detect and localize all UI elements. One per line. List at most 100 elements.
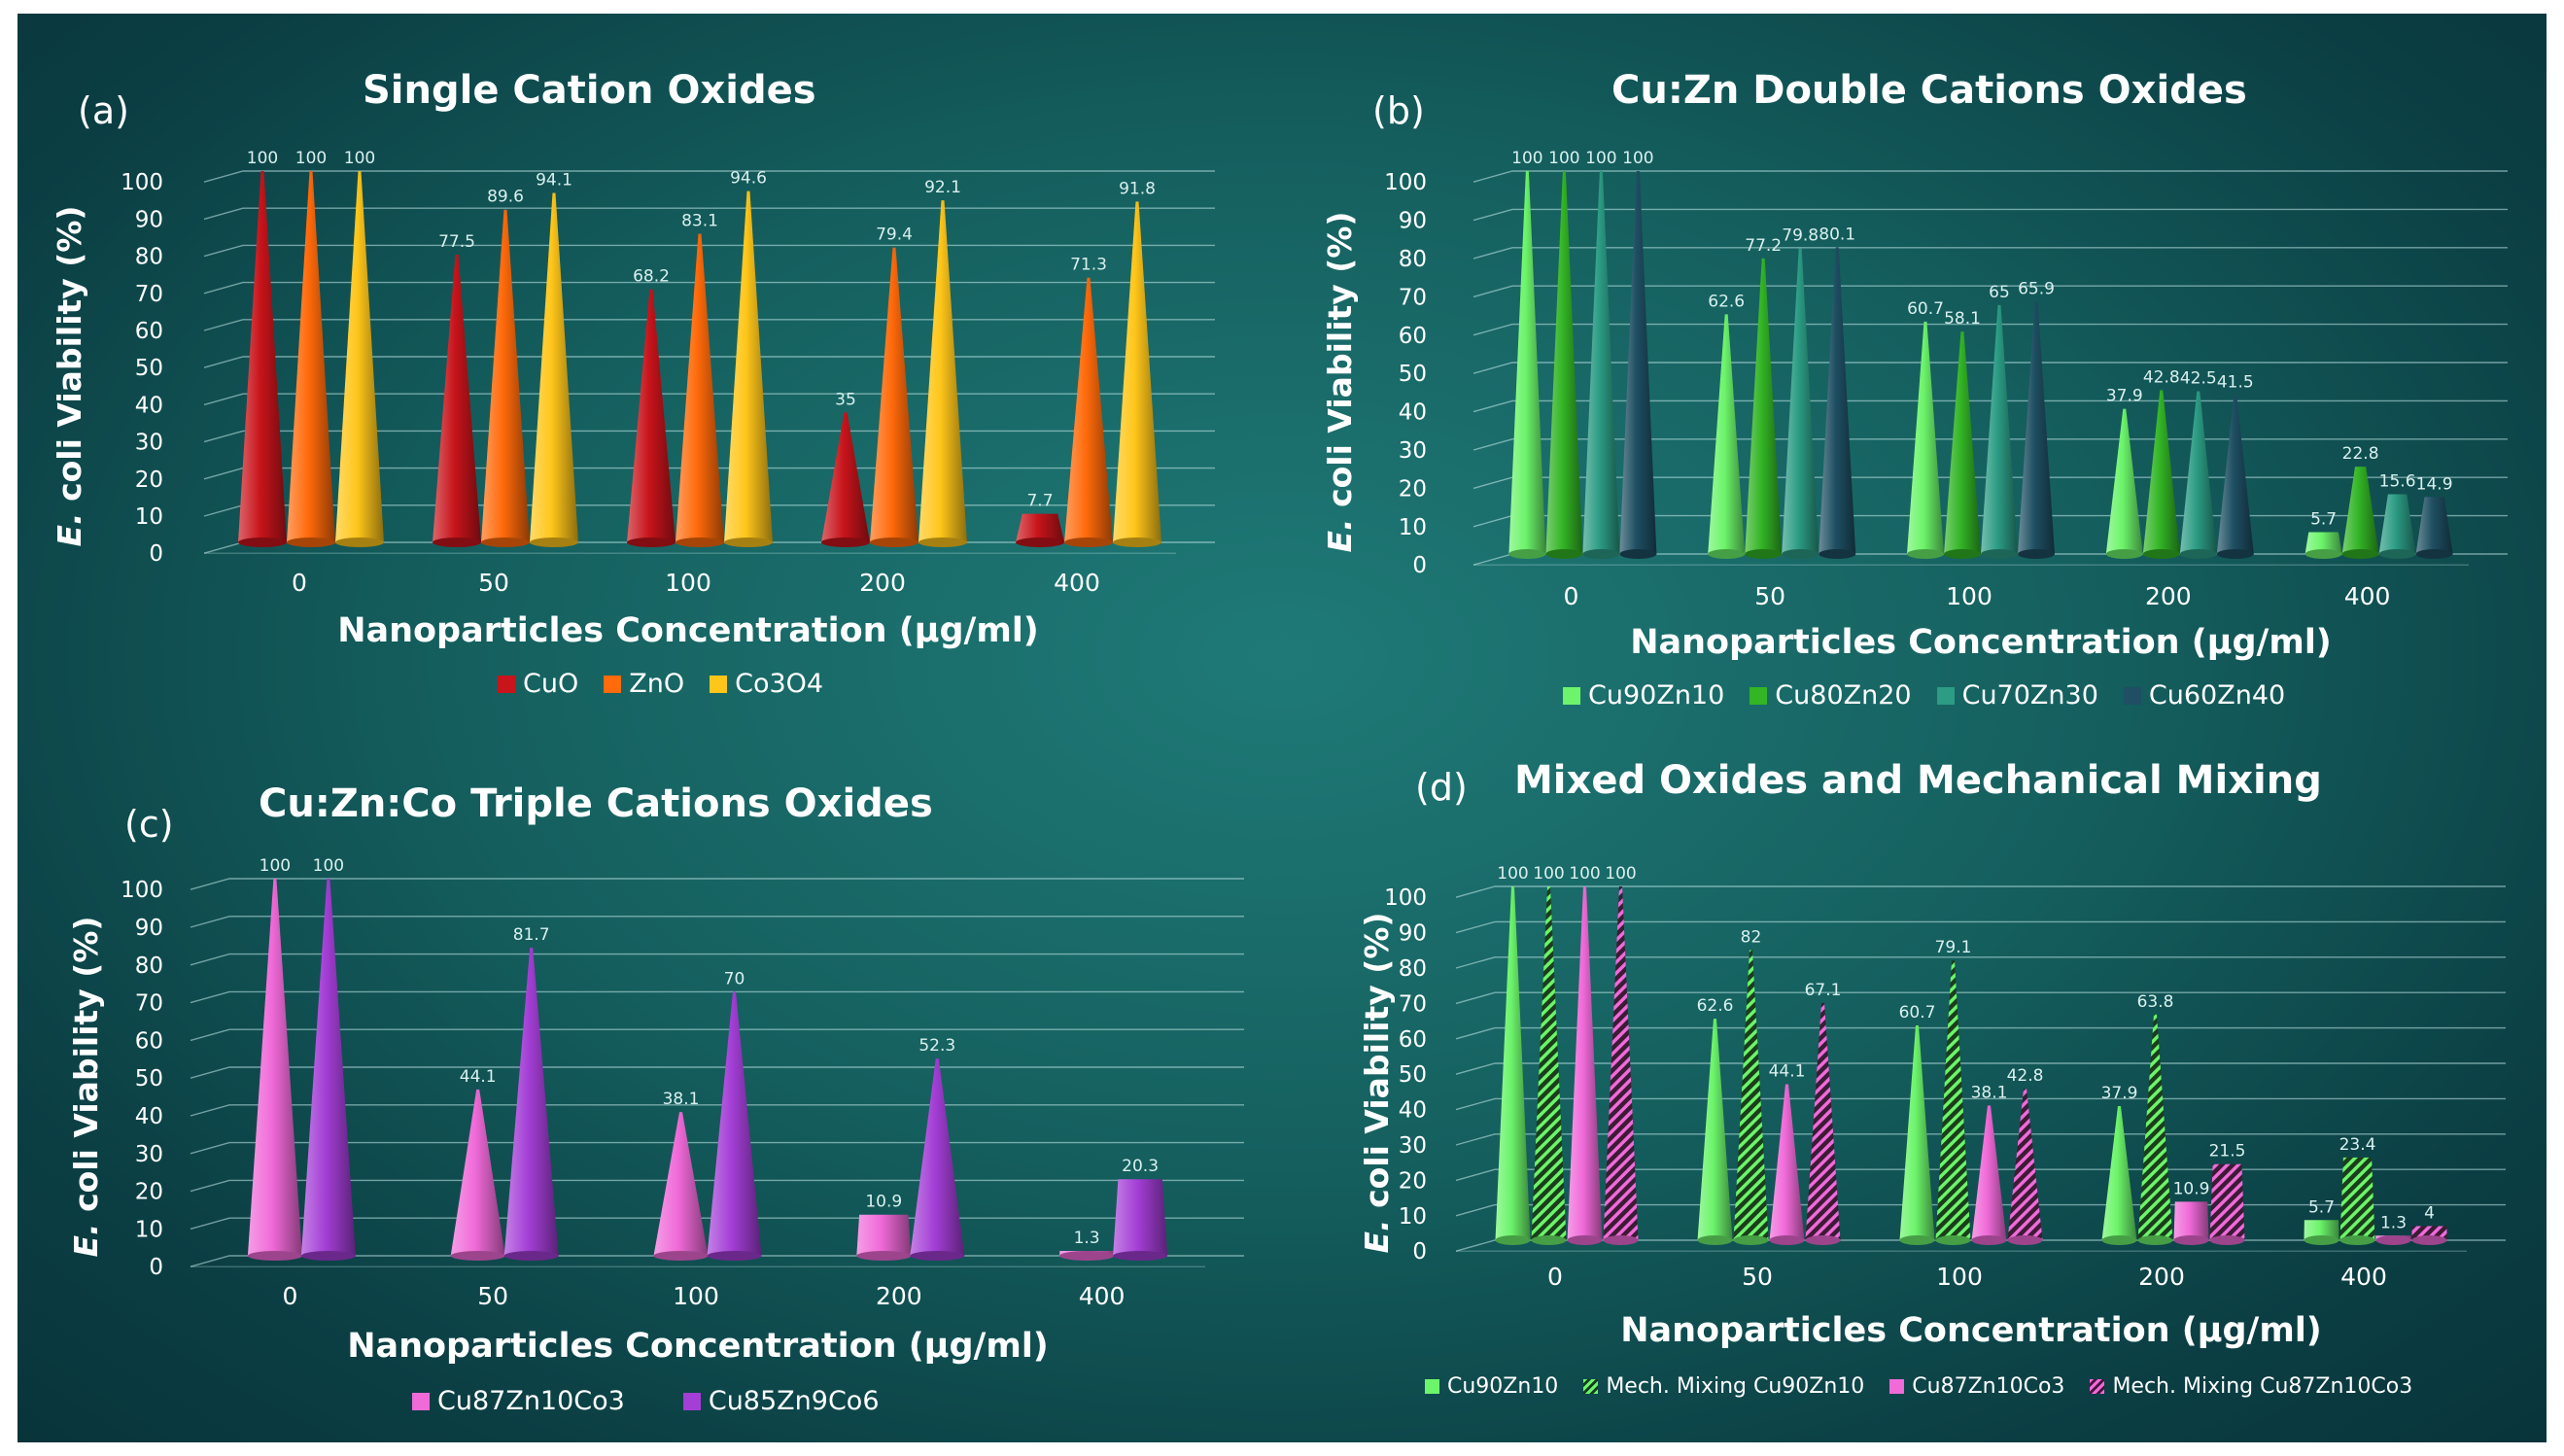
y-tick-label: 70 xyxy=(1399,991,1427,1017)
y-tick-label: 40 xyxy=(1399,1098,1427,1124)
bar-base xyxy=(856,1251,912,1261)
data-label: 67.1 xyxy=(1805,981,1842,1000)
y-tick-label: 30 xyxy=(135,431,163,456)
data-label: 1.3 xyxy=(1074,1229,1100,1248)
legend-label: Cu87Zn10Co3 xyxy=(437,1386,625,1416)
bar-base xyxy=(1981,549,2018,559)
data-label: 65 xyxy=(1989,283,2010,302)
bar-base xyxy=(1531,1235,1567,1245)
y-tick-label: 40 xyxy=(1399,400,1427,426)
gridline xyxy=(1473,399,2508,413)
bar-base xyxy=(2179,549,2217,559)
bar-base xyxy=(1819,549,1856,559)
y-tick-label: 100 xyxy=(1384,170,1427,195)
y-tick-label: 10 xyxy=(135,504,163,530)
x-tick-label: 400 xyxy=(1054,569,1100,597)
x-tick-label: 200 xyxy=(859,569,906,597)
data-label: 100 xyxy=(313,856,344,876)
bar-cu87zn10co3-200 xyxy=(2173,1201,2209,1240)
y-tick-label: 20 xyxy=(135,468,163,493)
y-tick-label: 0 xyxy=(149,541,163,567)
bar-base xyxy=(1935,1235,1971,1245)
panel-c-triple-cations-oxides: (c) Cu:Zn:Co Triple Cations Oxides 0 10 20… xyxy=(17,723,1281,1442)
data-label: 79.4 xyxy=(876,225,913,245)
legend-item-cu90zn10: Cu90Zn10 xyxy=(1563,680,1724,711)
bar-base xyxy=(238,537,287,547)
gridline xyxy=(190,878,1244,890)
y-axis-title-rest: coli Viability (%) xyxy=(1358,912,1396,1219)
legend-swatch xyxy=(1936,686,1955,705)
gridline xyxy=(190,953,1244,966)
gridline xyxy=(1455,920,2506,934)
bar-base xyxy=(1733,1235,1769,1245)
chart-plot: 0 10 20 30 40 50 60 70 80 90 100 100 100 0 44.1 81.7 50 3… xyxy=(67,856,1244,1366)
y-axis-title: E. coli Viability (%) xyxy=(1321,211,1359,552)
data-label: 83.1 xyxy=(681,212,718,231)
gridline xyxy=(1455,1026,2506,1040)
legend-label: Mech. Mixing Cu87Zn10Co3 xyxy=(2112,1374,2413,1399)
data-label: 77.2 xyxy=(1745,236,1782,256)
y-axis-title-italic: E. xyxy=(1358,1219,1396,1253)
legend-item-cuo: CuO xyxy=(498,669,578,699)
bar-cuo-400 xyxy=(1016,513,1064,542)
gridline xyxy=(190,1141,1244,1155)
bar-co3o4-0 xyxy=(335,171,384,542)
x-axis-title: Nanoparticles Concentration (μg/ml) xyxy=(1620,1311,2322,1350)
bar-base xyxy=(1708,549,1746,559)
x-tick-label: 50 xyxy=(1754,582,1785,610)
gridline xyxy=(190,990,1244,1004)
bar-mech-mixing-cu90zn10-200 xyxy=(2137,1014,2173,1240)
data-label: 79.8 xyxy=(1782,226,1819,246)
data-label: 92.1 xyxy=(924,178,961,197)
data-label: 100 xyxy=(1605,864,1636,884)
bar-cu80zn20-200 xyxy=(2142,390,2180,554)
x-tick-label: 0 xyxy=(1563,582,1578,610)
data-label: 5.7 xyxy=(2308,1197,2335,1217)
bar-cu60zn40-0 xyxy=(1619,171,1657,554)
bar-zno-0 xyxy=(287,171,335,542)
bar-base xyxy=(1907,549,1944,559)
y-tick-label: 10 xyxy=(1399,515,1427,540)
data-label: 100 xyxy=(1569,864,1600,884)
legend-swatch-hatched xyxy=(2090,1379,2105,1394)
legend-swatch-hatched xyxy=(1583,1379,1599,1394)
data-label: 100 xyxy=(1533,864,1564,884)
gridline xyxy=(1473,208,2508,222)
bar-base xyxy=(1567,1235,1603,1245)
gridline xyxy=(203,207,1215,221)
bar-base xyxy=(247,1251,302,1261)
bar-base xyxy=(2142,549,2180,559)
data-label: 65.9 xyxy=(2018,279,2055,298)
y-tick-label: 80 xyxy=(135,245,163,270)
bar-co3o4-100 xyxy=(724,191,773,543)
bar-base xyxy=(821,537,870,547)
bar-base xyxy=(2411,1235,2447,1245)
bar-base xyxy=(287,537,335,547)
data-label: 100 xyxy=(1548,149,1579,168)
data-label: 42.8 xyxy=(2007,1066,2044,1086)
gridline xyxy=(1473,362,2508,374)
bar-base xyxy=(300,1251,356,1261)
bar-zno-50 xyxy=(481,209,530,542)
data-label: 5.7 xyxy=(2310,510,2337,530)
chart-legend: Cu87Zn10Co3 Cu85Zn9Co6 xyxy=(412,1386,905,1416)
legend-swatch xyxy=(412,1392,430,1410)
bar-cu87zn10co3-0 xyxy=(247,879,302,1256)
bar-cu80zn20-100 xyxy=(1944,331,1981,554)
bar-cuo-100 xyxy=(627,289,676,542)
legend-swatch xyxy=(710,675,728,693)
data-label: 89.6 xyxy=(487,188,524,207)
data-label: 38.1 xyxy=(663,1090,700,1109)
bar-cu87zn10co3-200 xyxy=(856,1214,912,1256)
y-axis-title-rest: coli Viability (%) xyxy=(51,205,88,512)
bar-co3o4-50 xyxy=(530,192,578,542)
legend-label: ZnO xyxy=(629,669,685,699)
data-label: 100 xyxy=(247,149,278,168)
bar-mech-mixing-cu90zn10-0 xyxy=(1531,886,1567,1240)
legend-item-cu85zn9co6: Cu85Zn9Co6 xyxy=(682,1386,880,1416)
data-label: 79.1 xyxy=(1935,938,1972,957)
bar-base xyxy=(433,537,481,547)
gridline xyxy=(1455,991,2506,1005)
bar-base xyxy=(724,537,773,547)
data-label: 52.3 xyxy=(918,1036,955,1056)
